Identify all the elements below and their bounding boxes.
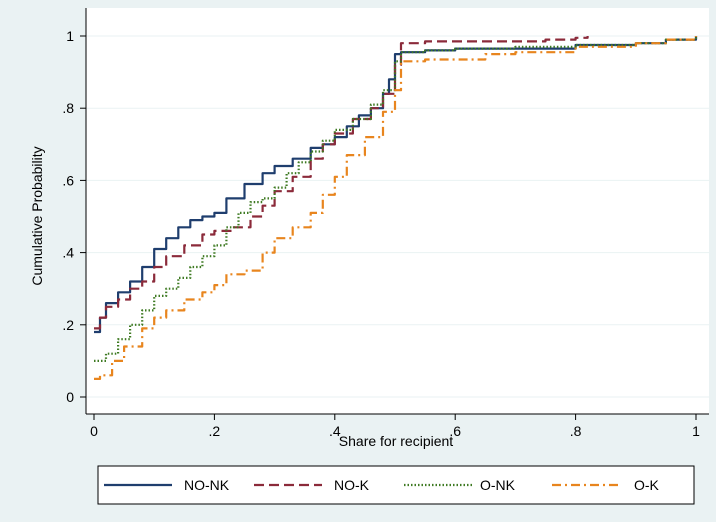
y-tick-label-2: .4 [62,245,74,261]
y-tick-label-0: 0 [66,389,74,405]
legend-label-o-nk: O-NK [480,477,516,493]
legend-label-no-nk: NO-NK [184,477,230,493]
series-line-o-nk [94,36,698,362]
series-line-o-k [94,36,698,380]
series-line-no-nk [94,36,698,334]
x-tick-label-4: .8 [570,423,582,439]
axes: 0 .2 .4 .6 .8 1 0 .2 .4 .6 .8 1 [62,8,709,439]
y-tick-label-1: .2 [62,317,74,333]
series-lines [94,36,698,380]
y-tick-label-3: .6 [62,172,74,188]
x-tick-label-0: 0 [90,423,98,439]
x-tick-label-3: .6 [449,423,461,439]
grid-lines [86,35,709,398]
legend-label-o-k: O-K [634,477,660,493]
legend: NO-NK NO-K O-NK O-K [104,477,660,493]
y-axis-title: Cumulative Probability [29,146,45,285]
x-axis-title: Share for recipient [339,433,454,449]
x-tick-label-5: 1 [692,423,700,439]
x-tick-label-1: .2 [209,423,221,439]
x-tick-label-2: .4 [329,423,341,439]
y-tick-label-5: 1 [66,28,74,44]
y-tick-label-4: .8 [62,100,74,116]
plot-area [86,8,709,414]
legend-label-no-k: NO-K [334,477,370,493]
